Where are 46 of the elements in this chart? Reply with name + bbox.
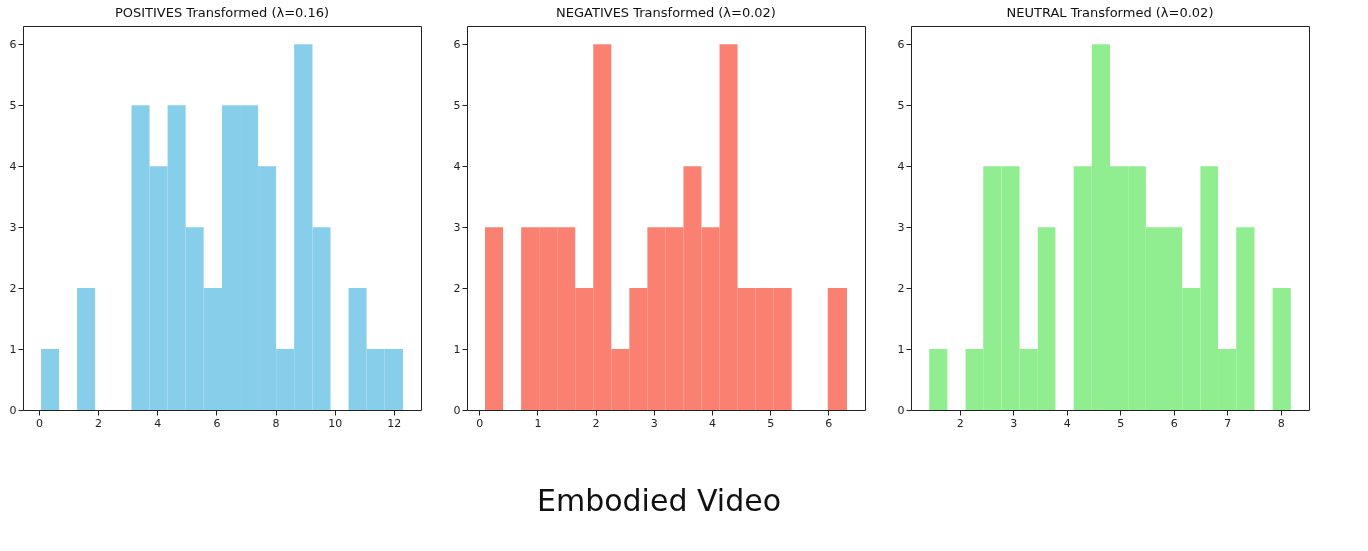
x-tick-label: 1	[534, 416, 542, 430]
y-tick-label: 2	[453, 281, 461, 295]
x-tick-label: 6	[825, 416, 833, 430]
x-tick-label: 12	[387, 416, 402, 430]
y-tick-label: 2	[897, 281, 905, 295]
x-tick-label: 8	[272, 416, 280, 430]
x-tick-label: 7	[1224, 416, 1232, 430]
x-tick-label: 6	[213, 416, 221, 430]
y-tick-label: 6	[9, 37, 17, 51]
x-tick-label: 2	[592, 416, 600, 430]
x-tick-label: 4	[154, 416, 162, 430]
chart-title: NEGATIVES Transformed (λ=0.02)	[556, 5, 776, 20]
x-tick-label: 0	[35, 416, 43, 430]
x-tick-label: 5	[1117, 416, 1125, 430]
y-tick-label: 4	[9, 159, 17, 173]
y-tick-label: 5	[897, 98, 905, 112]
x-tick-label: 4	[708, 416, 716, 430]
x-tick-label: 10	[328, 416, 343, 430]
chart-title: NEUTRAL Transformed (λ=0.02)	[1006, 5, 1214, 20]
y-tick-label: 0	[9, 403, 17, 417]
y-tick-label: 2	[9, 281, 17, 295]
y-tick-label: 5	[453, 98, 461, 112]
x-tick-label: 2	[95, 416, 103, 430]
x-tick-label: 6	[1170, 416, 1178, 430]
y-tick-label: 6	[897, 37, 905, 51]
chart-title: POSITIVES Transformed (λ=0.16)	[114, 5, 330, 20]
y-tick-label: 0	[453, 403, 461, 417]
y-tick-label: 5	[9, 98, 17, 112]
text: Embodied Video	[536, 482, 782, 518]
x-tick-label: 4	[1063, 416, 1071, 430]
y-tick-label: 4	[453, 159, 461, 173]
x-tick-label: 3	[650, 416, 658, 430]
x-tick-label: 2	[956, 416, 964, 430]
x-tick-label: 5	[767, 416, 775, 430]
y-tick-label: 4	[897, 159, 905, 173]
y-tick-label: 3	[897, 220, 905, 234]
y-tick-label: 0	[897, 403, 905, 417]
y-tick-label: 3	[9, 220, 17, 234]
y-tick-label: 1	[9, 342, 17, 356]
y-tick-label: 1	[453, 342, 461, 356]
y-tick-label: 3	[453, 220, 461, 234]
x-tick-label: 8	[1277, 416, 1285, 430]
x-tick-label: 0	[476, 416, 484, 430]
y-tick-label: 6	[453, 37, 461, 51]
x-tick-label: 3	[1010, 416, 1018, 430]
y-tick-label: 1	[897, 342, 905, 356]
